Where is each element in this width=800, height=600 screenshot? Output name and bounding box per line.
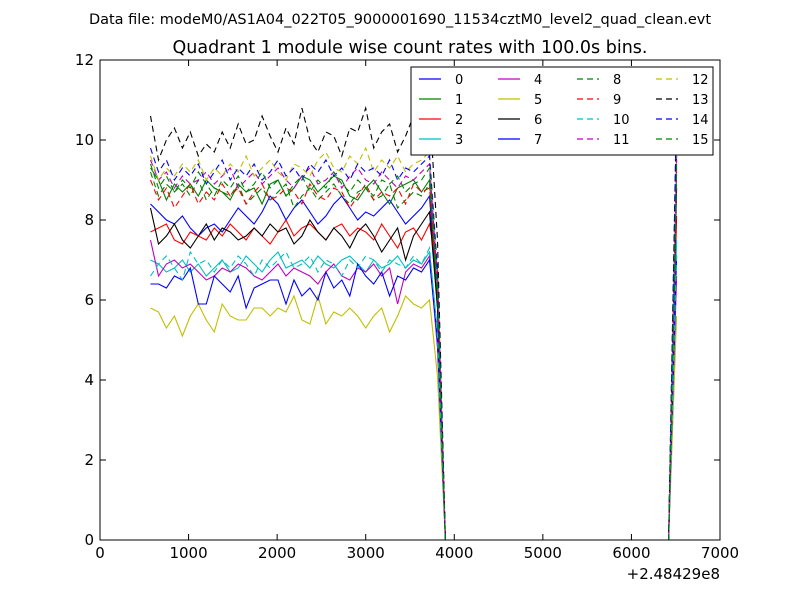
y-tick-label: 8: [84, 211, 94, 229]
series-line-11: [149, 159, 678, 540]
series-line-4: [149, 239, 678, 540]
legend-label-8: 8: [613, 73, 621, 88]
series-line-9: [149, 167, 678, 540]
x-tick-label: 5000: [524, 544, 562, 562]
series-line-12: [149, 143, 678, 540]
series-line-10: [150, 246, 678, 540]
x-tick-label: 2000: [258, 544, 296, 562]
y-tick-label: 10: [75, 131, 94, 149]
chart-suptitle: Data file: modeM0/AS1A04_022T05_90000016…: [89, 12, 711, 28]
chart-title: Quadrant 1 module wise count rates with …: [173, 38, 648, 58]
legend-label-2: 2: [455, 113, 463, 128]
x-tick-label: 1000: [169, 544, 207, 562]
series-line-0: [150, 155, 678, 540]
x-tick-label: 7000: [701, 544, 739, 562]
legend-label-10: 10: [613, 113, 630, 128]
legend-label-11: 11: [613, 133, 630, 148]
y-tick-label: 2: [84, 451, 94, 469]
legend-label-13: 13: [692, 93, 709, 108]
x-tick-label: 6000: [612, 544, 650, 562]
series-line-3: [150, 239, 678, 540]
x-tick-label: 4000: [435, 544, 473, 562]
series-line-8: [149, 171, 678, 540]
series-line-7: [150, 255, 678, 540]
x-tick-label: 3000: [347, 544, 385, 562]
legend-label-6: 6: [534, 113, 542, 128]
legend-label-9: 9: [613, 93, 621, 108]
legend-label-4: 4: [534, 73, 542, 88]
y-tick-label: 6: [84, 291, 94, 309]
series-line-2: [150, 215, 678, 540]
y-tick-label: 12: [75, 51, 94, 69]
series-line-1: [150, 167, 678, 540]
legend-label-1: 1: [455, 93, 463, 108]
legend-label-15: 15: [692, 133, 709, 148]
y-tick-label: 4: [84, 371, 94, 389]
legend-frame: [410, 66, 714, 156]
series-line-15: [149, 163, 678, 540]
legend-label-3: 3: [455, 133, 463, 148]
legend-label-12: 12: [692, 73, 709, 88]
series-line-14: [149, 107, 678, 540]
legend-label-0: 0: [455, 73, 463, 88]
legend-label-5: 5: [534, 93, 542, 108]
legend-label-14: 14: [692, 113, 709, 128]
x-axis-offset-label: +2.48429e8: [627, 565, 720, 583]
legend-label-7: 7: [534, 133, 542, 148]
series-line-6: [149, 187, 678, 540]
y-tick-label: 0: [84, 531, 94, 549]
series-layer: [149, 99, 678, 540]
x-tick-label: 0: [95, 544, 105, 562]
series-line-5: [150, 293, 678, 540]
